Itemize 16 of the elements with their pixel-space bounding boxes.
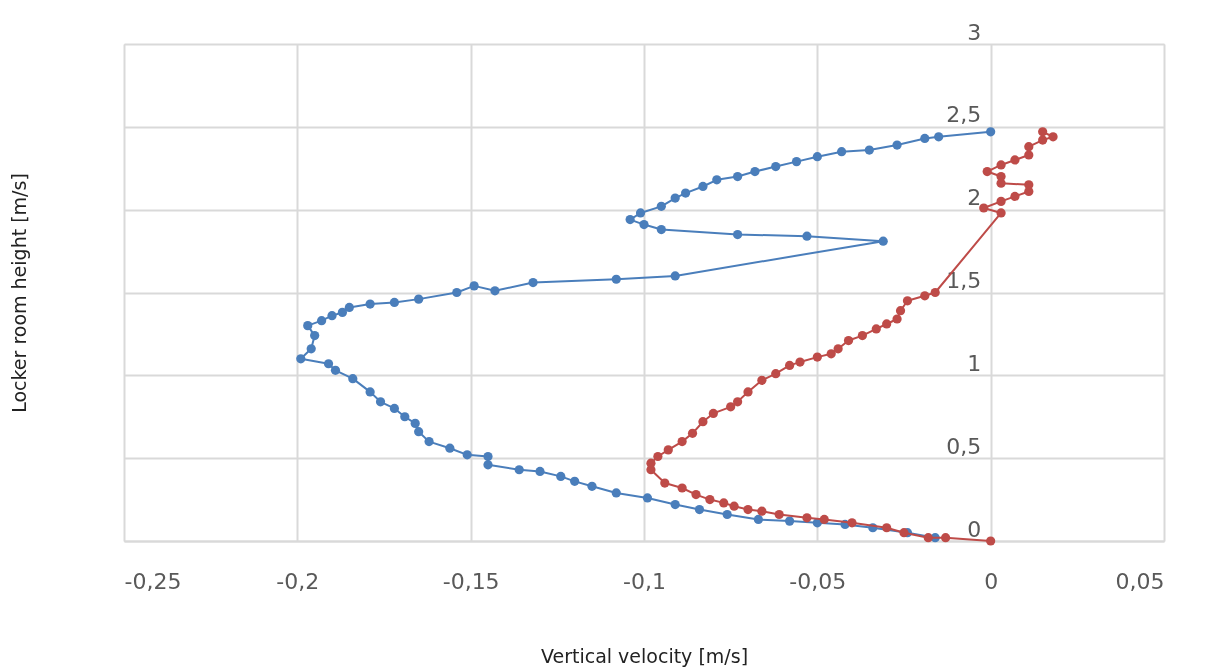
y-tick-label: 0,5: [946, 433, 982, 459]
y-tick-label: 2,5: [946, 102, 982, 128]
y-axis-title: Locker room height [m/s]: [7, 173, 30, 413]
y-tick-label: 1,5: [946, 268, 982, 293]
y-tick-label: 3: [967, 19, 982, 45]
x-axis-title: Vertical velocity [m/s]: [540, 644, 749, 667]
x-tick-label: -0,15: [442, 568, 500, 594]
x-tick-label: -0,2: [276, 568, 320, 594]
y-tick-label: 1: [967, 350, 982, 376]
x-tick-label: 0: [984, 568, 999, 594]
y-tick-label: 2: [967, 185, 982, 211]
x-tick-label: -0,05: [789, 568, 847, 594]
y-tick-label: 0: [967, 516, 982, 542]
x-tick-label: 0,05: [1115, 568, 1165, 594]
x-tick-label: -0,1: [623, 568, 666, 594]
x-tick-label: -0,25: [124, 568, 182, 594]
